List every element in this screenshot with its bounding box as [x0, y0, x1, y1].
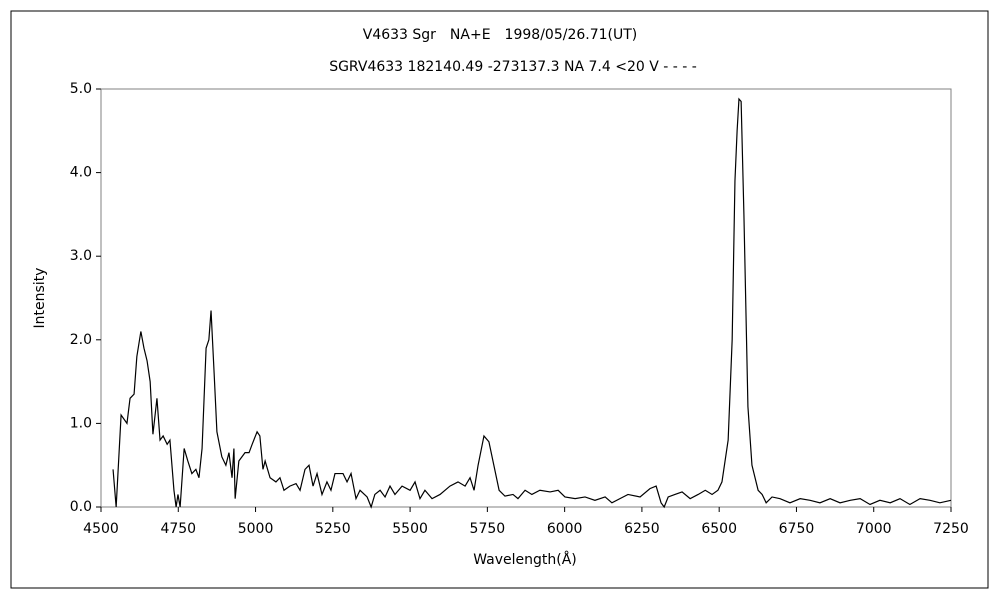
y-tick-label: 2.0 — [70, 332, 92, 348]
x-tick-label: 6500 — [701, 521, 737, 537]
y-tick-label: 5.0 — [70, 81, 92, 97]
x-tick-label: 5750 — [470, 521, 506, 537]
x-tick-label: 7000 — [856, 521, 892, 537]
x-tick-label: 5000 — [238, 521, 274, 537]
x-tick-label: 4500 — [83, 521, 119, 537]
x-tick-label: 5500 — [392, 521, 428, 537]
x-tick-label: 4750 — [160, 521, 196, 537]
x-tick-label: 6250 — [624, 521, 660, 537]
x-tick-label: 6750 — [779, 521, 815, 537]
chart-subtitle: SGRV4633 182140.49 -273137.3 NA 7.4 <20 … — [329, 59, 697, 75]
x-tick-label: 7250 — [933, 521, 969, 537]
plot-area — [100, 88, 952, 508]
y-axis-label: Intensity — [32, 268, 48, 329]
x-axis-label: Wavelength(Å) — [473, 551, 577, 568]
y-tick-label: 1.0 — [70, 415, 92, 431]
spectrum-line — [112, 97, 952, 509]
y-tick-label: 3.0 — [70, 248, 92, 264]
x-tick-label: 5250 — [315, 521, 351, 537]
x-tick-label: 6000 — [547, 521, 583, 537]
y-tick-label: 0.0 — [70, 499, 92, 515]
y-tick-label: 4.0 — [70, 165, 92, 181]
chart-title: V4633 Sgr NA+E 1998/05/26.71(UT) — [363, 27, 638, 43]
